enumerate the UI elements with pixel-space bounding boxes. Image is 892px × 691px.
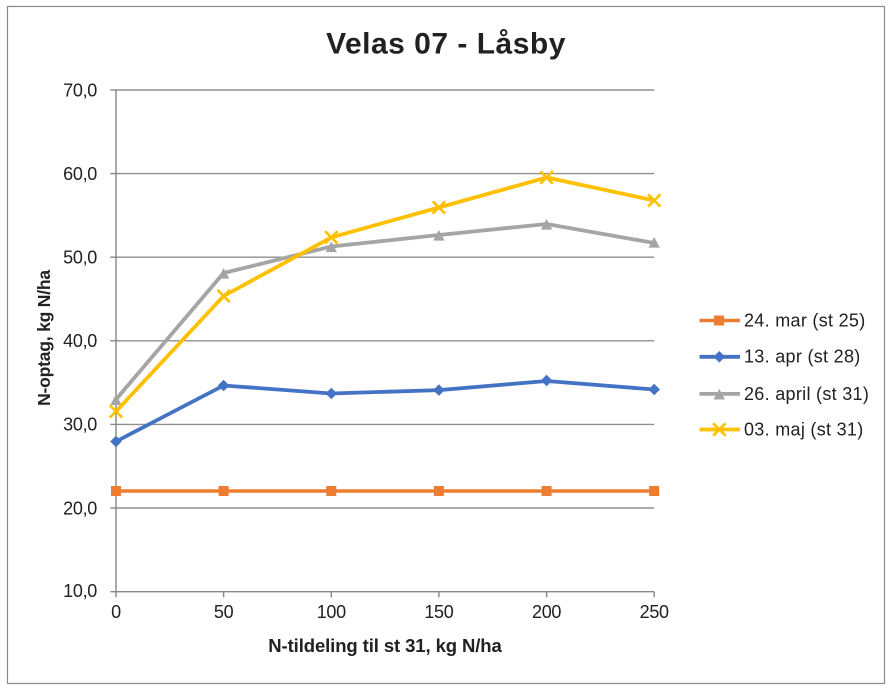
svg-text:03. maj (st 31): 03. maj (st 31) — [744, 420, 864, 440]
svg-text:50,0: 50,0 — [63, 248, 97, 268]
svg-text:250: 250 — [640, 602, 669, 622]
svg-text:Velas 07 - Låsby: Velas 07 - Låsby — [326, 27, 566, 60]
svg-text:200: 200 — [532, 602, 561, 622]
svg-text:100: 100 — [317, 602, 346, 622]
svg-text:20,0: 20,0 — [63, 498, 97, 518]
svg-text:150: 150 — [424, 602, 453, 622]
svg-text:50: 50 — [214, 602, 234, 622]
svg-text:40,0: 40,0 — [63, 331, 97, 351]
svg-text:26. april (st 31): 26. april (st 31) — [744, 384, 869, 404]
svg-text:24. mar (st 25): 24. mar (st 25) — [744, 311, 866, 331]
svg-text:N-optag, kg N/ha: N-optag, kg N/ha — [34, 270, 54, 406]
svg-text:70,0: 70,0 — [63, 80, 97, 100]
svg-text:N-tildeling til st 31, kg N/ha: N-tildeling til st 31, kg N/ha — [268, 635, 502, 656]
svg-text:13. apr (st 28): 13. apr (st 28) — [744, 347, 861, 367]
svg-text:10,0: 10,0 — [63, 581, 97, 601]
svg-text:0: 0 — [111, 602, 121, 622]
svg-text:30,0: 30,0 — [63, 415, 97, 435]
svg-text:60,0: 60,0 — [63, 164, 97, 184]
